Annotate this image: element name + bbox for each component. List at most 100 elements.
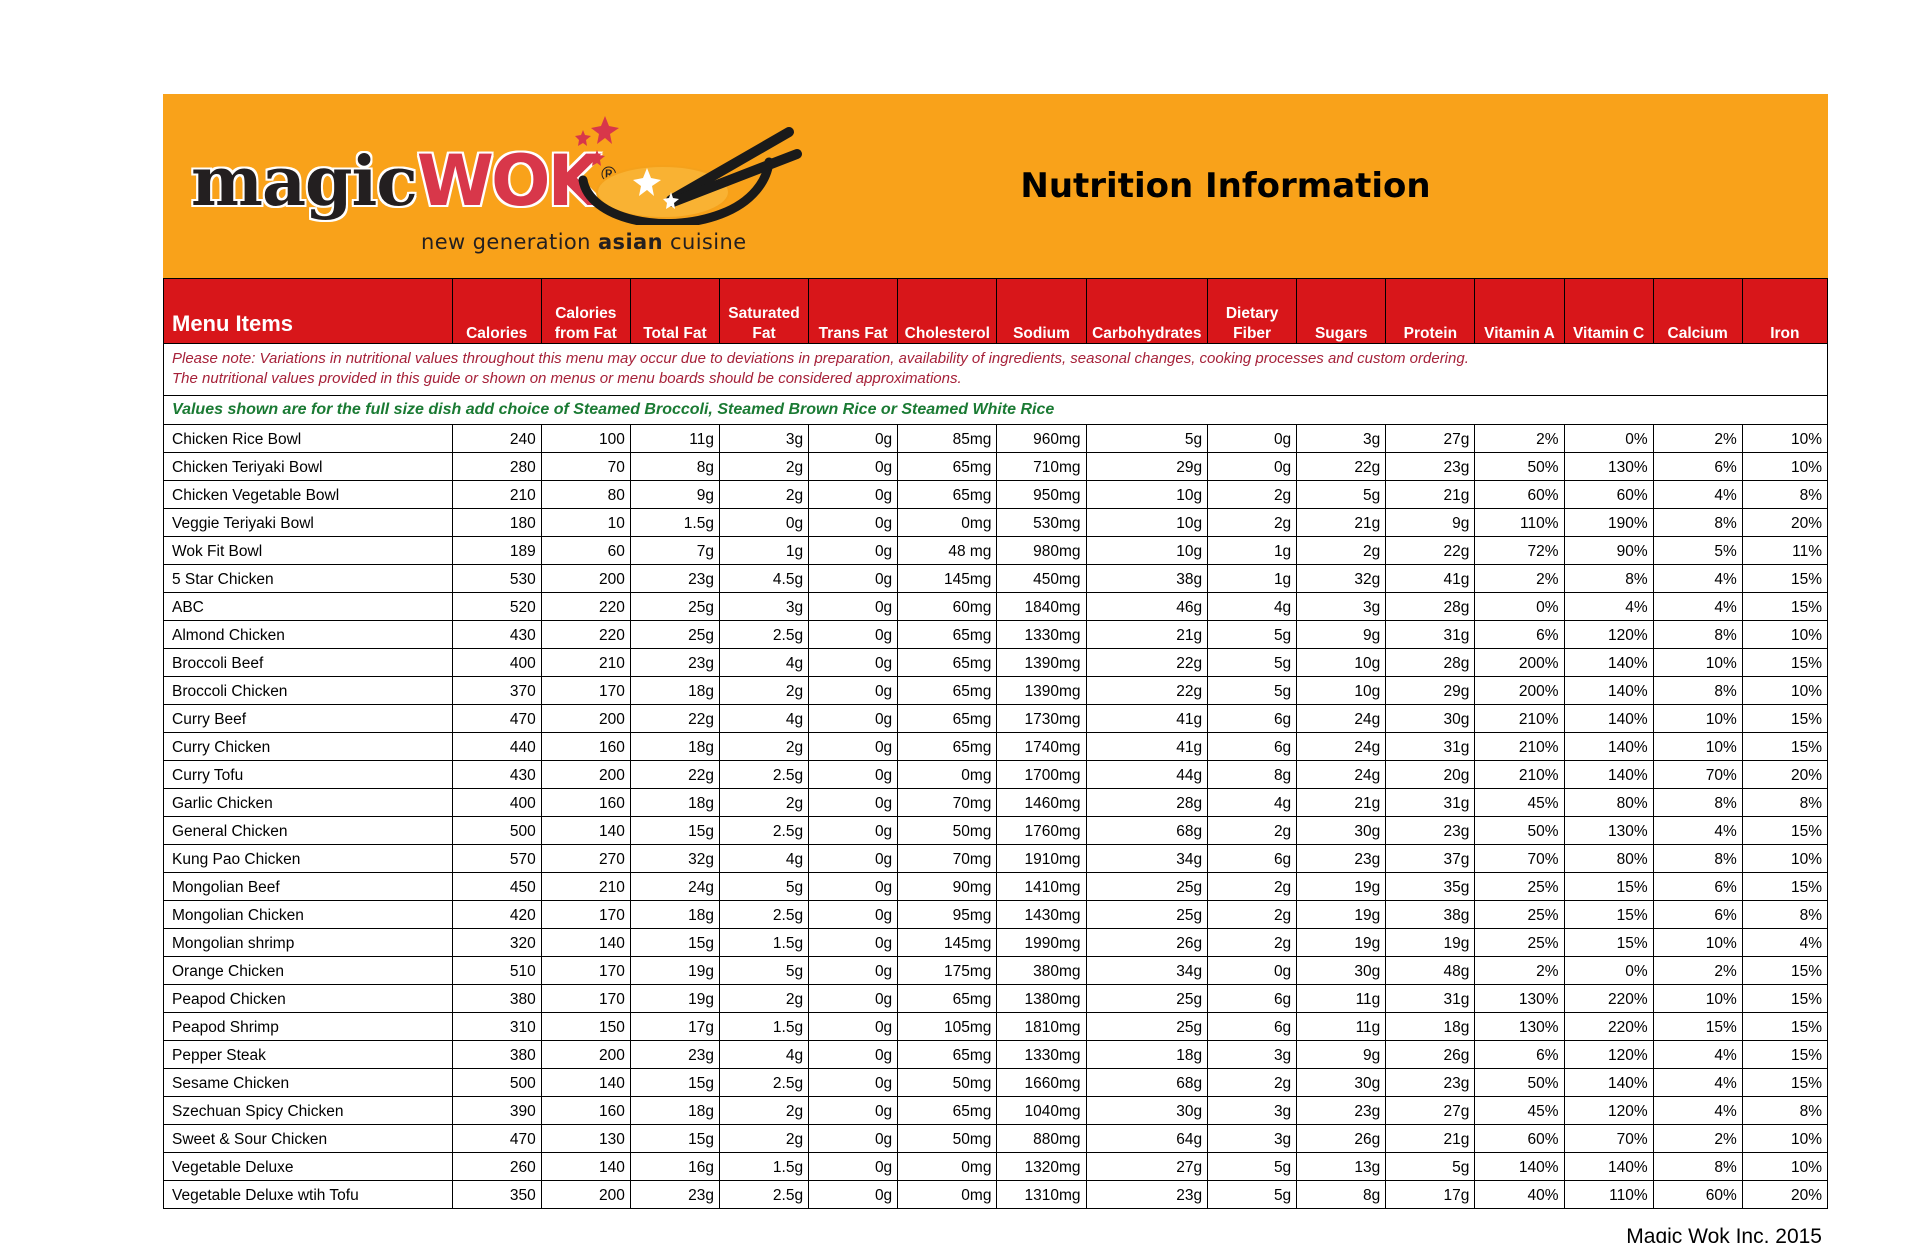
menu-item-name: Peapod Shrimp (163, 1011, 453, 1041)
nutrition-value: 19g (1296, 871, 1387, 901)
nutrition-value: 2g (718, 451, 810, 481)
nutrition-value: 140% (1563, 731, 1654, 761)
column-header-sodium: Sodium (996, 278, 1087, 344)
nutrition-value: 130% (1563, 815, 1654, 845)
nutrition-value: 15% (1741, 955, 1829, 985)
nutrition-value: 10g (1296, 675, 1387, 705)
nutrition-value: 64g (1085, 1123, 1209, 1153)
nutrition-value: 190% (1563, 507, 1654, 537)
nutrition-value: 1700mg (996, 759, 1087, 789)
nutrition-value: 45% (1474, 787, 1565, 817)
nutrition-value: 0g (808, 591, 899, 621)
table-row: Wok Fit Bowl 189 60 7g 1g 0g 48 mg 980mg 10g 1g 2g… (163, 535, 1829, 565)
nutrition-value: 18g (1085, 1039, 1209, 1069)
nutrition-value: 85mg (897, 423, 998, 453)
nutrition-value: 20% (1741, 1179, 1829, 1209)
menu-item-name: Vegetable Deluxe (163, 1151, 453, 1181)
nutrition-value: 2g (718, 731, 810, 761)
nutrition-value: 11g (1296, 983, 1387, 1013)
nutrition-value: 18g (629, 787, 720, 817)
table-row: 5 Star Chicken 530 200 23g 4.5g 0g 145mg 450mg 3… (163, 563, 1829, 593)
table-row: Peapod Chicken 380 170 19g 2g 0g 65mg 1380mg 25g… (163, 983, 1829, 1013)
menu-item-name: Broccoli Chicken (163, 675, 453, 705)
nutrition-value: 470 (451, 1123, 542, 1153)
nutrition-value: 10% (1741, 1151, 1829, 1181)
table-row: Almond Chicken 430 220 25g 2.5g 0g 65mg 1330mg 2… (163, 619, 1829, 649)
nutrition-value: 15% (1741, 703, 1829, 733)
nutrition-value: 25g (1085, 899, 1209, 929)
nutrition-value: 15% (1741, 871, 1829, 901)
nutrition-value: 1330mg (996, 619, 1087, 649)
menu-item-name: Vegetable Deluxe wtih Tofu (163, 1179, 453, 1209)
nutrition-value: 15% (1563, 927, 1654, 957)
nutrition-value: 0g (808, 759, 899, 789)
nutrition-value: 2.5g (718, 619, 810, 649)
nutrition-value: 35g (1385, 871, 1476, 901)
brand-banner: magicWOK® new generation asian cuisine (163, 94, 1828, 278)
nutrition-value: 15% (1741, 563, 1829, 593)
nutrition-value: 5g (1207, 647, 1298, 677)
nutrition-value: 570 (451, 843, 542, 873)
logo-wok-text: WOK (416, 140, 602, 222)
nutrition-value: 13g (1296, 1151, 1387, 1181)
nutrition-value: 140 (540, 927, 631, 957)
nutrition-value: 5g (718, 871, 810, 901)
nutrition-value: 3g (1296, 423, 1387, 453)
nutrition-value: 68g (1085, 815, 1209, 845)
nutrition-value: 6g (1207, 1011, 1298, 1041)
nutrition-value: 15% (1563, 899, 1654, 929)
nutrition-value: 1330mg (996, 1039, 1087, 1069)
nutrition-value: 30g (1385, 703, 1476, 733)
nutrition-value: 0g (808, 507, 899, 537)
nutrition-value: 5g (1385, 1151, 1476, 1181)
table-row: Sweet & Sour Chicken 470 130 15g 2g 0g 50mg 880… (163, 1123, 1829, 1153)
disclaimer-row: Please note: Variations in nutritional v… (163, 343, 1828, 396)
nutrition-value: 4g (718, 1039, 810, 1069)
column-header-vitamin-c: Vitamin C (1563, 278, 1654, 344)
nutrition-value: 32g (1296, 563, 1387, 593)
column-header-menu-items: Menu Items (163, 278, 453, 344)
nutrition-value: 15% (1741, 983, 1829, 1013)
nutrition-value: 140% (1563, 703, 1654, 733)
nutrition-value: 17g (1385, 1179, 1476, 1209)
nutrition-value: 15% (1741, 1011, 1829, 1041)
nutrition-value: 1660mg (996, 1067, 1087, 1097)
column-header-iron: Iron (1741, 278, 1829, 344)
nutrition-value: 70mg (897, 843, 998, 873)
nutrition-value: 0g (808, 1011, 899, 1041)
logo-magic-text: magic (190, 142, 420, 222)
nutrition-value: 19g (1385, 927, 1476, 957)
nutrition-value: 25% (1474, 899, 1565, 929)
page-title: Nutrition Information (1020, 166, 1431, 206)
nutrition-value: 6% (1652, 899, 1743, 929)
nutrition-value: 50mg (897, 815, 998, 845)
menu-item-name: Chicken Vegetable Bowl (163, 479, 453, 509)
nutrition-value: 210 (540, 871, 631, 901)
menu-item-name: Veggie Teriyaki Bowl (163, 507, 453, 537)
nutrition-value: 1760mg (996, 815, 1087, 845)
menu-item-name: Kung Pao Chicken (163, 843, 453, 873)
table-row: Chicken Teriyaki Bowl 280 70 8g 2g 0g 65mg 710m… (163, 451, 1829, 481)
nutrition-value: 2g (1207, 1067, 1298, 1097)
nutrition-value: 25g (629, 591, 720, 621)
nutrition-value: 420 (451, 899, 542, 929)
nutrition-value: 25% (1474, 927, 1565, 957)
nutrition-table: Menu Items Calories Calories from Fat Tot… (163, 278, 1829, 1209)
nutrition-value: 10g (1296, 647, 1387, 677)
nutrition-value: 50% (1474, 815, 1565, 845)
nutrition-value: 120% (1563, 619, 1654, 649)
nutrition-value: 90% (1563, 535, 1654, 565)
nutrition-value: 105mg (897, 1011, 998, 1041)
nutrition-value: 9g (1296, 1039, 1387, 1069)
nutrition-value: 1310mg (996, 1179, 1087, 1209)
nutrition-value: 520 (451, 591, 542, 621)
nutrition-value: 380 (451, 983, 542, 1013)
nutrition-value: 28g (1385, 591, 1476, 621)
nutrition-value: 48 mg (897, 535, 998, 565)
table-row: Garlic Chicken 400 160 18g 2g 0g 70mg 1460mg 28g… (163, 787, 1829, 817)
nutrition-value: 10% (1652, 703, 1743, 733)
nutrition-value: 60% (1474, 1123, 1565, 1153)
menu-item-name: Mongolian Beef (163, 871, 453, 901)
nutrition-value: 1730mg (996, 703, 1087, 733)
nutrition-value: 200% (1474, 647, 1565, 677)
